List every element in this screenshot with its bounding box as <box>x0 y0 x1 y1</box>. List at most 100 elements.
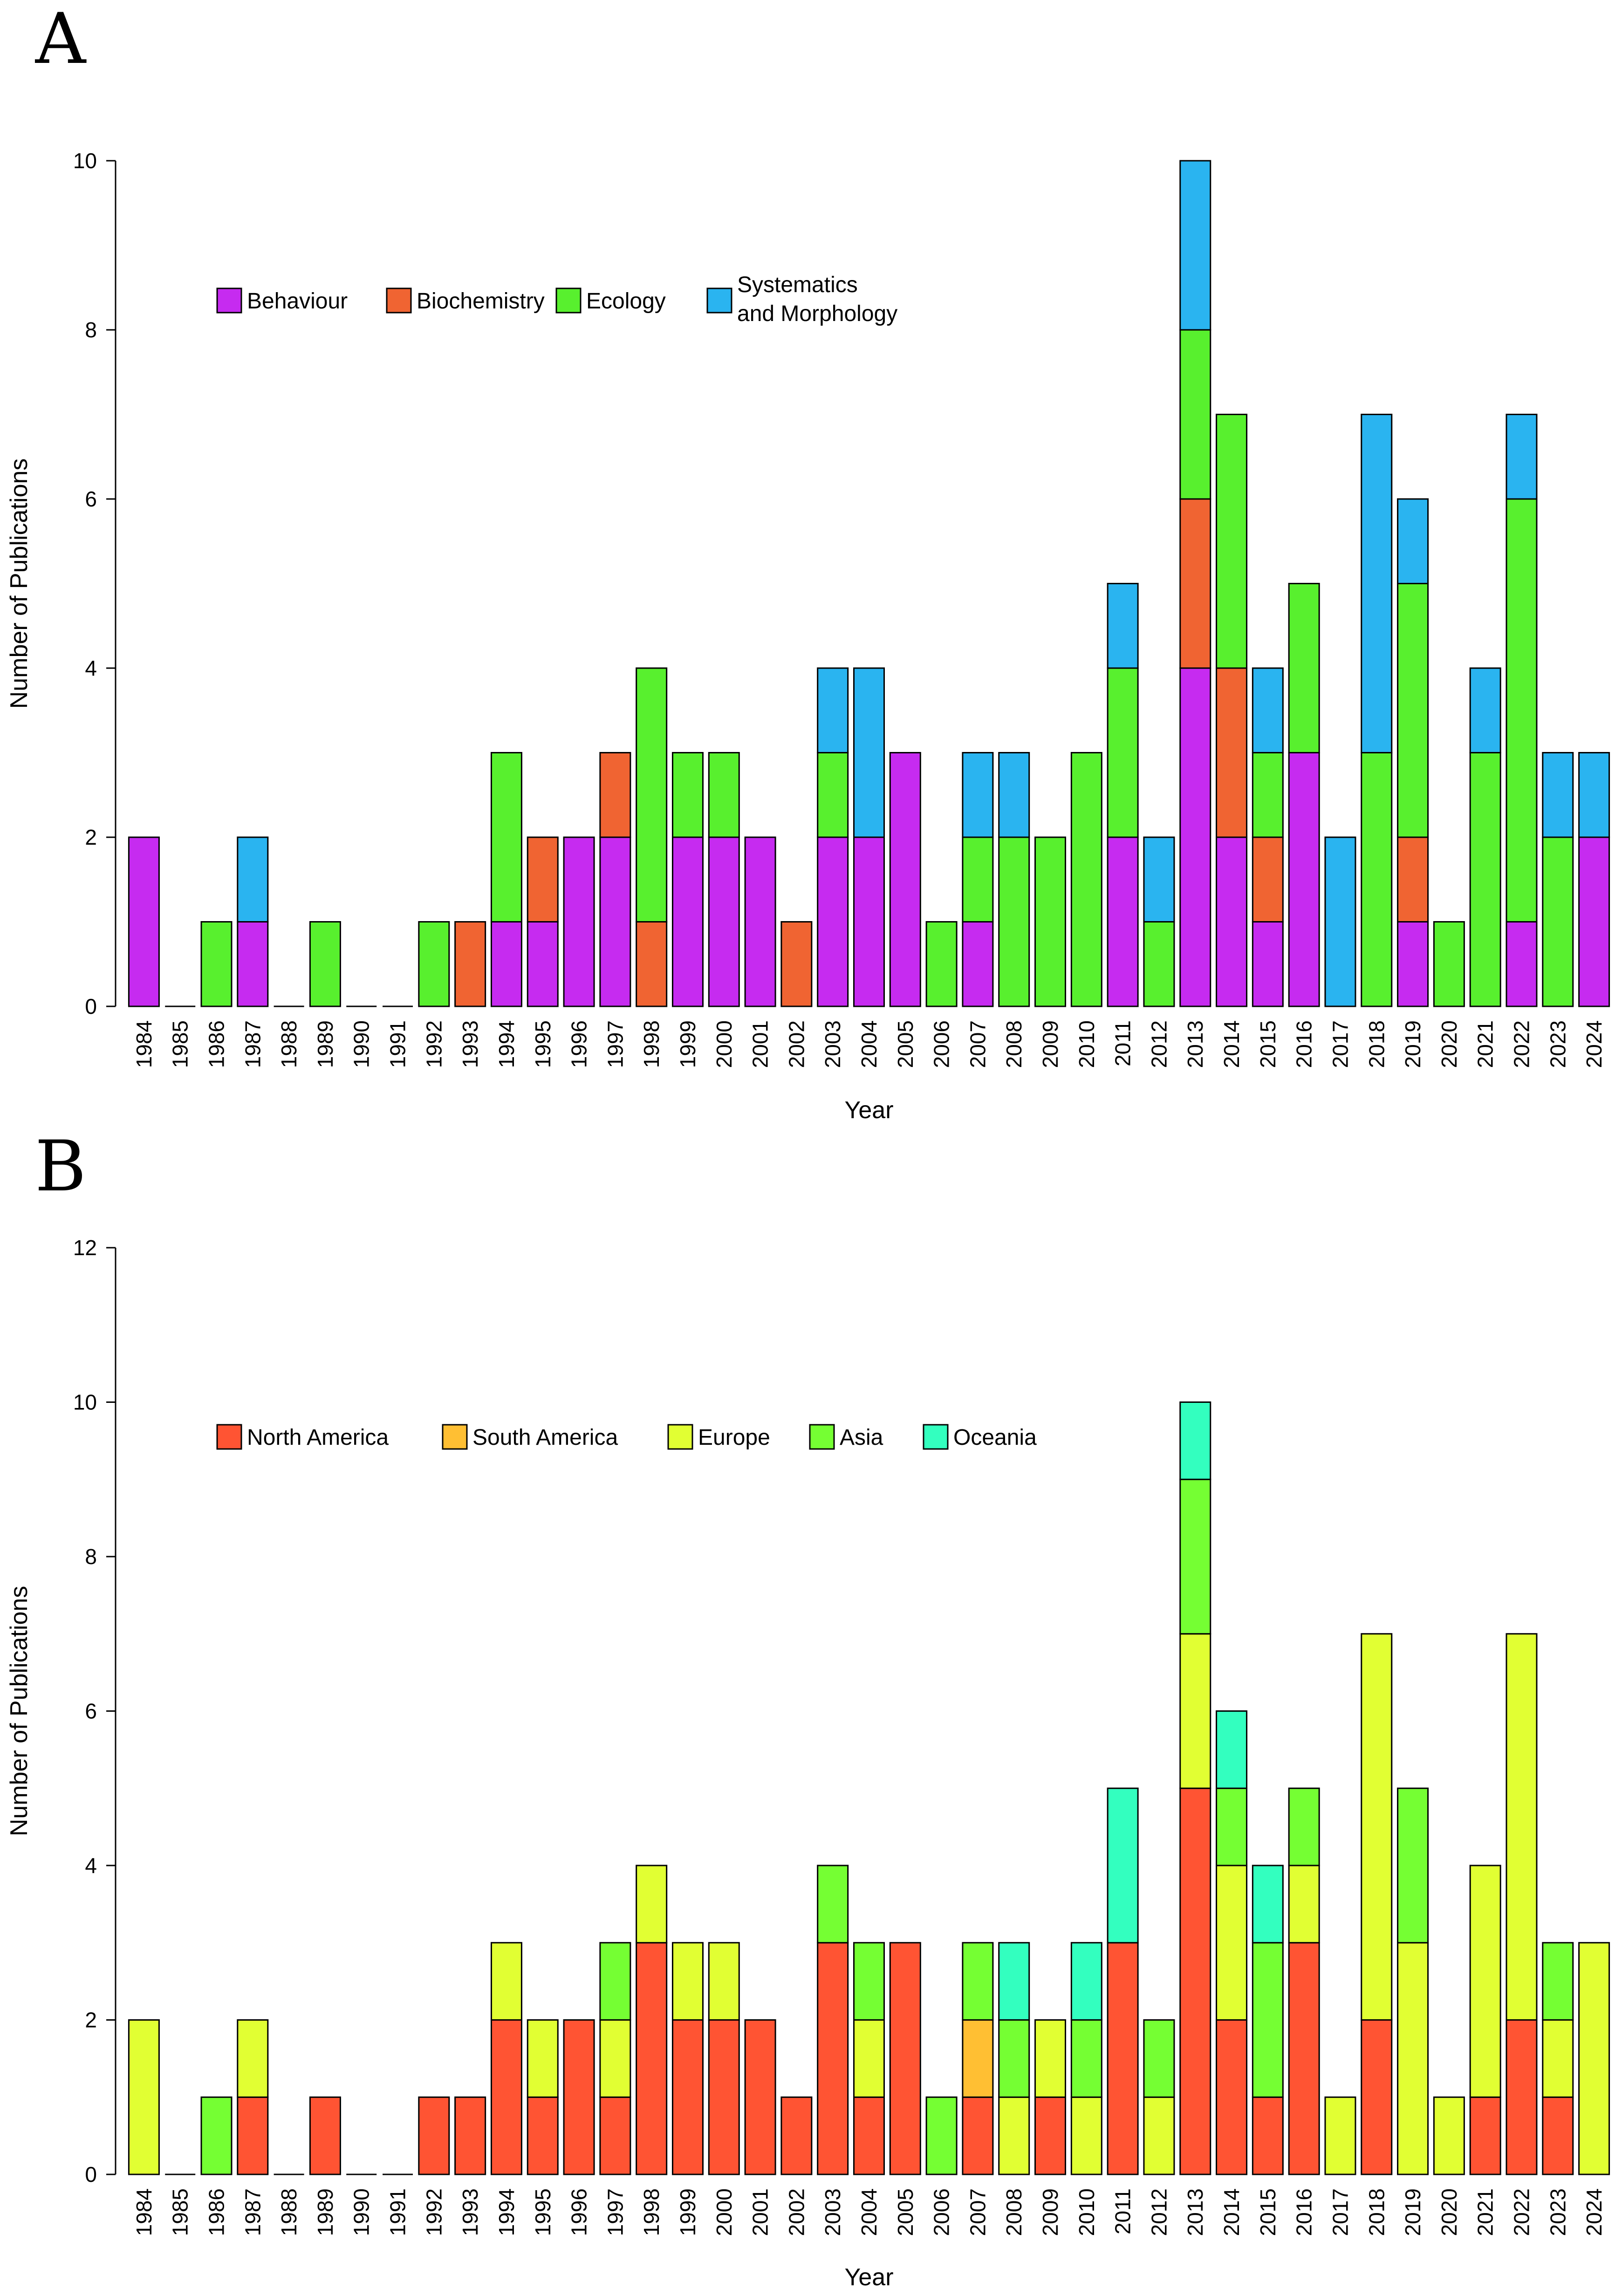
legend-swatch <box>216 1424 242 1450</box>
x-tick-label: 2000 <box>712 1020 736 1068</box>
bar-2013-europe <box>1179 1633 1211 1789</box>
bar-1997-biochemistry <box>599 752 631 838</box>
bar-2010-oceania <box>1070 1942 1102 2021</box>
x-tick-label: 2015 <box>1256 2188 1280 2236</box>
bar-2017-systematics <box>1324 836 1356 1007</box>
bar-2002-north-america <box>780 2096 813 2175</box>
bar-2014-biochemistry <box>1216 667 1248 838</box>
x-tick-label: 1998 <box>639 2188 664 2236</box>
x-tick-label: 2018 <box>1364 1020 1389 1068</box>
x-tick-label: 1984 <box>132 1020 156 1068</box>
bar-1999-north-america <box>671 2019 704 2175</box>
legend-swatch <box>386 287 412 314</box>
bar-2003-behaviour <box>817 836 849 1007</box>
legend-label: Systematics and Morphology <box>737 273 897 326</box>
legend-swatch <box>555 287 582 314</box>
x-tick-label: 2003 <box>821 1020 845 1068</box>
bar-2004-behaviour <box>853 836 885 1007</box>
bar-2015-systematics <box>1252 667 1284 753</box>
bar-2011-behaviour <box>1107 836 1139 1007</box>
bar-2023-ecology <box>1542 836 1574 1007</box>
x-tick-label: 2002 <box>784 1020 808 1068</box>
bar-2005-north-america <box>889 1942 921 2175</box>
bar-1995-biochemistry <box>527 836 559 922</box>
bar-2000-north-america <box>708 2019 740 2175</box>
x-tick-label: 1986 <box>205 2188 229 2236</box>
x-tick-label: 2002 <box>784 2188 808 2236</box>
x-tick-label: 2023 <box>1546 1020 1570 1068</box>
bar-2013-asia <box>1179 1478 1211 1635</box>
legend-label: North America <box>247 1425 389 1450</box>
y-tick-label: 0 <box>85 2162 97 2187</box>
bar-2017-europe <box>1324 2096 1356 2175</box>
x-tick-label: 2016 <box>1292 1020 1316 1068</box>
bar-2019-systematics <box>1397 498 1429 584</box>
x-tick-label: 2015 <box>1256 1020 1280 1068</box>
bar-1987-north-america <box>237 2096 269 2175</box>
x-tick-label: 1987 <box>240 2188 265 2236</box>
x-tick-label: 1999 <box>676 1020 700 1068</box>
bar-2010-europe <box>1070 2096 1102 2175</box>
legend-label: Europe <box>698 1425 770 1450</box>
bar-2007-behaviour <box>962 921 994 1007</box>
x-tick-label: 2020 <box>1437 2188 1461 2236</box>
x-tick-label: 1989 <box>313 1020 337 1068</box>
x-tick-label: 2013 <box>1183 2188 1207 2236</box>
x-tick-label: 1992 <box>422 1020 446 1068</box>
bar-1987-behaviour <box>237 921 269 1007</box>
bar-1992-north-america <box>418 2096 450 2175</box>
x-tick-label: 1996 <box>567 2188 591 2236</box>
bar-2004-systematics <box>853 667 885 838</box>
x-tick-label: 2013 <box>1183 1020 1207 1068</box>
x-tick-label: 1988 <box>277 1020 301 1068</box>
bar-1997-europe <box>599 2019 631 2098</box>
x-tick-label: 1996 <box>567 1020 591 1068</box>
bar-2003-systematics <box>817 667 849 753</box>
bar-2003-north-america <box>817 1942 849 2175</box>
bar-1984-behaviour <box>128 836 160 1007</box>
bar-1995-north-america <box>527 2096 559 2175</box>
panel-label: B <box>35 1126 86 1207</box>
x-tick-label: 2020 <box>1437 1020 1461 1068</box>
x-tick-label: 2012 <box>1147 1020 1171 1068</box>
bar-2014-europe <box>1216 1865 1248 2021</box>
x-tick-label: 2012 <box>1147 2188 1171 2236</box>
x-tick-label: 1993 <box>458 2188 482 2236</box>
x-tick-label: 2006 <box>930 1020 954 1068</box>
bar-1996-behaviour <box>563 836 595 1007</box>
x-tick-label: 2021 <box>1473 1020 1498 1068</box>
chart-panel-a: A 0 2 4 6 8 10 Number of Publications 1984 1985 19… <box>6 0 1610 1124</box>
legend-swatch <box>706 287 732 314</box>
bar-2004-europe <box>853 2019 885 2098</box>
legend: North America South America Europe Asia Ocea… <box>216 1424 1037 1450</box>
x-tick-label: 2001 <box>748 1020 773 1068</box>
bar-2001-north-america <box>744 2019 776 2175</box>
x-tick-label: 2024 <box>1582 1020 1606 1068</box>
y-tick-label: 6 <box>85 487 97 511</box>
bar-1993-north-america <box>454 2096 486 2175</box>
x-tick-label: 1988 <box>277 2188 301 2236</box>
bar-2022-systematics <box>1506 414 1538 500</box>
bar-2023-asia <box>1542 1942 1574 2021</box>
bar-2014-asia <box>1216 1787 1248 1866</box>
bar-2001-behaviour <box>744 836 776 1007</box>
x-tick-label: 2014 <box>1219 2188 1244 2236</box>
bar-2008-ecology <box>998 836 1030 1007</box>
legend-swatch <box>667 1424 693 1450</box>
bar-2016-asia <box>1288 1787 1320 1866</box>
x-tick-label: 2004 <box>857 1020 881 1068</box>
x-tick-label: 2009 <box>1038 1020 1062 1068</box>
x-tick-label: 1985 <box>168 2188 192 2236</box>
x-tick-label: 2007 <box>965 1020 990 1068</box>
bar-2007-asia <box>962 1942 994 2021</box>
y-tick-label: 12 <box>73 1236 97 1260</box>
legend: Behaviour Biochemistry Ecology Systematics a… <box>216 273 897 326</box>
y-tick-label: 10 <box>73 149 97 173</box>
legend-label: Oceania <box>953 1425 1037 1450</box>
bar-1987-europe <box>237 2019 269 2098</box>
x-tick-label: 1985 <box>168 1020 192 1068</box>
bar-2018-systematics <box>1361 414 1393 753</box>
y-axis-label: Number of Publications <box>6 458 33 709</box>
bar-2000-ecology <box>708 752 740 838</box>
